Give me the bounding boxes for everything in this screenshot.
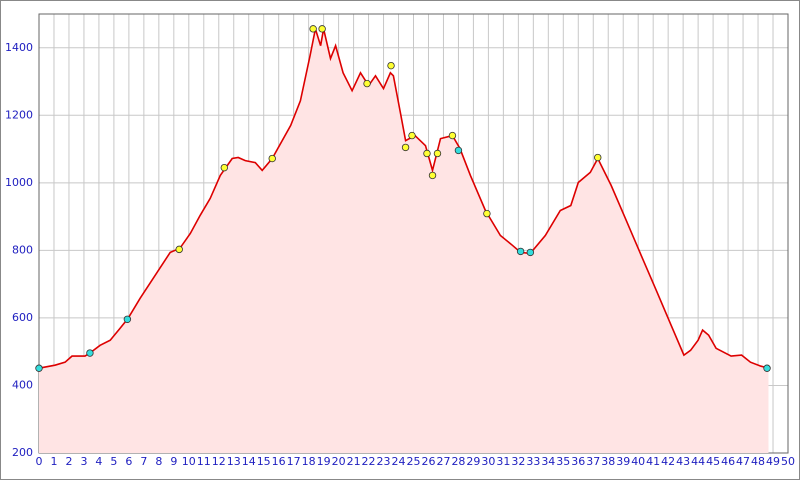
x-tick-label: 40	[631, 455, 645, 468]
y-tick-label: 1200	[5, 108, 33, 121]
tick-labels: 0 1 2 3 4 5 6 7 8 9 10 11 12 13 14 15 16 17 18 19 20 21 22 23 24…	[5, 41, 795, 468]
x-tick-label: 23	[377, 455, 391, 468]
plot	[35, 25, 771, 454]
x-tick-label: 13	[227, 455, 241, 468]
x-tick-label: 50	[781, 455, 795, 468]
waypoint-marker	[763, 364, 771, 372]
waypoint-marker	[454, 146, 463, 155]
waypoint-marker	[387, 61, 395, 70]
x-tick-label: 47	[736, 455, 750, 468]
waypoint-marker	[516, 247, 525, 256]
waypoint-marker	[594, 153, 602, 162]
waypoint-marker	[220, 163, 229, 172]
x-tick-label: 10	[182, 455, 196, 468]
x-tick-label: 26	[421, 455, 435, 468]
x-tick-label: 4	[95, 455, 102, 468]
x-tick-label: 35	[556, 455, 570, 468]
y-tick-label: 600	[12, 311, 33, 324]
x-tick-label: 42	[661, 455, 675, 468]
y-tick-label: 1400	[5, 41, 33, 54]
waypoint-marker	[309, 25, 317, 33]
x-tick-label: 38	[601, 455, 615, 468]
profile-line	[38, 28, 769, 369]
x-tick-label: 48	[751, 455, 765, 468]
waypoint-marker	[123, 315, 132, 323]
waypoint-marker	[86, 349, 94, 357]
waypoint-marker	[428, 171, 437, 180]
x-tick-label: 41	[646, 455, 660, 468]
waypoint-marker	[526, 248, 535, 257]
waypoint-marker	[175, 245, 183, 254]
y-tick-label: 400	[12, 378, 33, 391]
x-tick-label: 46	[721, 455, 735, 468]
x-tick-label: 2	[65, 455, 72, 468]
y-tick-label: 1000	[5, 176, 33, 189]
x-tick-label: 7	[140, 455, 147, 468]
x-tick-label: 11	[197, 455, 211, 468]
x-tick-label: 39	[616, 455, 630, 468]
x-tick-label: 12	[212, 455, 226, 468]
x-tick-label: 34	[541, 455, 555, 468]
x-tick-label: 16	[272, 455, 286, 468]
x-tick-label: 9	[170, 455, 177, 468]
y-tick-label: 200	[12, 446, 33, 459]
waypoint-marker	[423, 149, 431, 158]
x-tick-label: 18	[302, 455, 316, 468]
waypoint-marker	[268, 154, 276, 163]
x-tick-label: 29	[466, 455, 480, 468]
x-tick-label: 33	[526, 455, 540, 468]
x-tick-label: 14	[242, 455, 256, 468]
waypoint-marker	[448, 131, 457, 140]
x-tick-label: 0	[36, 455, 43, 468]
x-tick-label: 17	[287, 455, 301, 468]
x-tick-label: 36	[571, 455, 585, 468]
waypoint-marker	[401, 143, 410, 152]
x-tick-label: 32	[511, 455, 525, 468]
x-tick-label: 27	[436, 455, 450, 468]
waypoint-marker	[363, 79, 371, 88]
x-tick-label: 25	[407, 455, 421, 468]
x-tick-label: 8	[155, 455, 162, 468]
x-tick-label: 21	[347, 455, 361, 468]
x-tick-label: 15	[257, 455, 271, 468]
x-tick-label: 1	[50, 455, 57, 468]
waypoint-marker	[408, 131, 416, 140]
y-tick-label: 800	[12, 243, 33, 256]
x-tick-label: 6	[125, 455, 132, 468]
x-tick-label: 19	[317, 455, 331, 468]
waypoint-marker	[318, 25, 326, 33]
x-tick-label: 22	[362, 455, 376, 468]
x-tick-label: 5	[110, 455, 117, 468]
x-tick-label: 28	[451, 455, 465, 468]
x-tick-label: 49	[766, 455, 780, 468]
x-tick-label: 24	[392, 455, 406, 468]
x-tick-label: 45	[706, 455, 720, 468]
x-tick-label: 37	[586, 455, 600, 468]
x-tick-label: 3	[80, 455, 87, 468]
x-tick-label: 44	[691, 455, 705, 468]
waypoint-marker	[433, 149, 442, 158]
x-tick-label: 31	[496, 455, 510, 468]
x-tick-label: 30	[481, 455, 495, 468]
area-fill	[39, 28, 769, 454]
waypoint-marker	[483, 209, 491, 218]
waypoint-marker	[35, 364, 43, 372]
x-tick-label: 43	[676, 455, 690, 468]
x-tick-label: 20	[332, 455, 346, 468]
